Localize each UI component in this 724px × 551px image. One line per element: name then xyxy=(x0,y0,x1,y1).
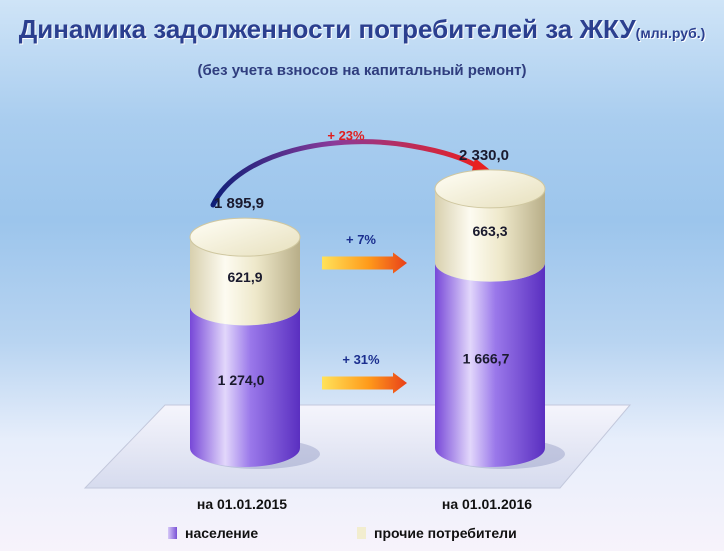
total-growth-arc xyxy=(210,139,483,208)
total-growth-label: + 23% xyxy=(327,128,365,143)
title-text: Динамика задолженности потребителей за Ж… xyxy=(18,14,636,44)
chart-subtitle: (без учета взносов на капитальный ремонт… xyxy=(197,62,527,79)
total-label-1: 2 330,0 xyxy=(459,147,509,164)
bar-segment-other-1 xyxy=(435,188,545,282)
growth-label-other: + 7% xyxy=(346,232,376,247)
data-label-population-0: 1 274,0 xyxy=(218,372,265,388)
legend-label-other: прочие потребители xyxy=(374,525,517,541)
total-label-0: 1 895,9 xyxy=(214,195,264,212)
legend-swatch-other xyxy=(357,527,366,539)
data-label-other-1: 663,3 xyxy=(472,223,507,239)
bar-segment-population-0 xyxy=(190,306,300,467)
bar-top-cap-0 xyxy=(189,217,301,257)
legend-item-population: население xyxy=(168,522,258,544)
bar-top-cap-1 xyxy=(434,169,546,209)
category-label-0: на 01.01.2015 xyxy=(197,496,287,512)
bars-group: 621,9 1 274,0 1 895,9 на 01.01.2015 663,3 1 6… xyxy=(189,147,565,512)
legend-item-other: прочие потребители xyxy=(357,522,517,544)
title-unit: (млн.руб.) xyxy=(635,25,706,41)
data-label-population-1: 1 666,7 xyxy=(463,350,510,366)
bar-segment-other-0 xyxy=(190,237,300,326)
bar-segment-population-1 xyxy=(435,262,545,467)
legend-swatch-population xyxy=(168,527,177,539)
data-label-other-0: 621,9 xyxy=(227,269,262,285)
growth-arrow-0 xyxy=(322,252,407,274)
growth-label-population: + 31% xyxy=(342,352,380,367)
legend-label-population: население xyxy=(185,525,259,541)
category-label-1: на 01.01.2016 xyxy=(442,496,532,512)
chart-title: Динамика задолженности потребителей за Ж… xyxy=(0,14,724,45)
growth-arrow-1 xyxy=(322,372,407,394)
